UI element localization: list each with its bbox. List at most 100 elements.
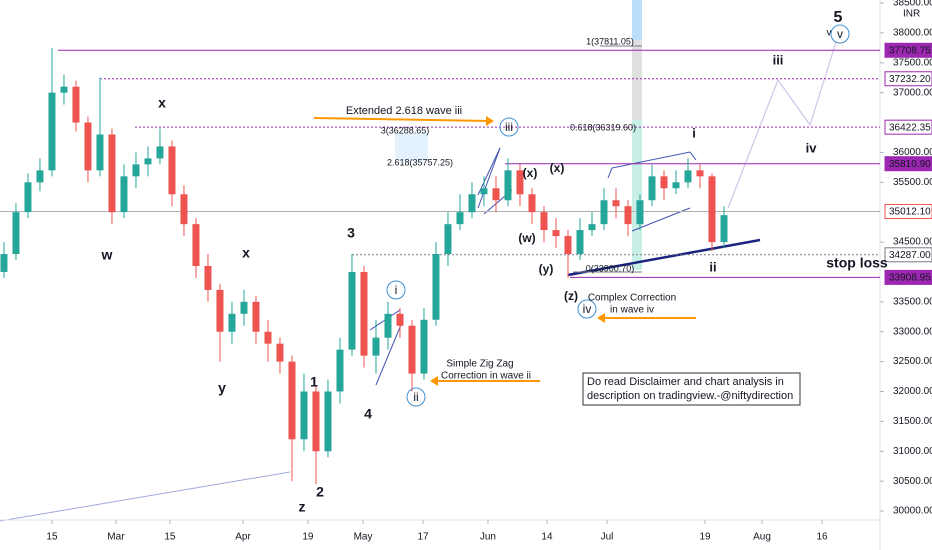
candle-body [48,92,56,171]
annotation: in wave iv [610,305,654,316]
candle-body [96,134,104,171]
annotation: y [218,380,226,396]
annotation: Simple Zig Zag [446,359,513,370]
candle-body [360,271,368,356]
price-tag [884,71,932,87]
arrow [313,117,491,122]
price-tag [884,269,932,285]
y-tick-label: 36000.00 [893,147,932,158]
annotation: iii [773,52,784,67]
x-tick-label: 19 [302,532,314,543]
annotation: ii [709,259,716,274]
candle-body [516,170,524,195]
y-tick-label: 38000.00 [893,28,932,39]
y-tick-label: 37500.00 [893,57,932,68]
y-tick-label: 33000.00 [893,326,932,337]
annotation: (z) [564,289,578,303]
candle-body [0,254,8,272]
candle-body [468,194,476,213]
candle-body [492,188,500,201]
candle-body [312,391,320,452]
candle-body [384,313,392,338]
fib-band [632,120,642,270]
candle-body [336,349,344,392]
price-tag-label: 35810.90 [889,159,931,170]
y-tick-label: 33500.00 [893,296,932,307]
candle-body [84,122,92,171]
candle-body [456,212,464,225]
annotation: Extended 2.618 wave iii [346,105,462,117]
annotation: i [692,125,696,140]
candle-body [504,170,512,201]
annotation: v [837,27,843,41]
candle-body [624,206,632,225]
trend-line [0,471,291,522]
y-tick-label: 35500.00 [893,177,932,188]
candle-body [192,224,200,266]
candle-body [228,313,236,332]
annotation: iii [505,120,513,134]
candle-body [120,176,128,213]
annotation: 0.618(36319.60) [570,122,636,132]
price-tag [884,247,932,263]
x-tick-label: Apr [235,532,251,543]
candle-body [408,325,416,374]
annotation: v [827,28,832,39]
wave-circle [406,387,426,407]
currency: INR [903,9,920,20]
y-tick-label: 31000.00 [893,446,932,457]
annotation: 3 [347,225,355,241]
y-tick-label: 38500.00 [893,0,932,9]
fib-band [395,133,428,161]
annotation: 0(33900.70) [586,263,635,273]
y-tick-label: 30500.00 [893,476,932,487]
trend-line [567,238,761,277]
price-tag [884,42,932,58]
candle-body [36,170,44,183]
annotation: 1 [310,374,318,390]
wave-circle [830,24,850,44]
annotation: x [158,95,166,111]
candle-body [276,343,284,362]
candle-body [300,391,308,440]
candle-body [660,176,668,189]
candle-body [672,182,680,189]
projection [727,41,837,209]
price-tag-label: 36422.35 [889,122,931,133]
annotation: iv [583,302,592,316]
annotation: w [101,247,113,263]
arrow-head [430,376,438,386]
x-tick-label: 17 [417,532,429,543]
annotation: ii [413,390,418,404]
annotation: 4 [364,406,372,422]
x-tick-label: 16 [816,532,828,543]
candle-body [372,337,380,356]
annotation: (x) [550,161,565,175]
annotation: i [395,283,398,297]
candle-body [600,200,608,225]
candle-body [168,146,176,195]
candle-body [588,224,596,231]
wave-circle [577,299,597,319]
price-tag-label: 33908.95 [889,273,931,284]
annotation: iv [806,140,818,155]
candle-body [252,301,260,332]
x-tick-label: Aug [753,532,771,543]
channel [477,147,501,209]
annotation: x [242,245,250,261]
annotation: 3(36288.65) [381,125,430,135]
channel [607,151,697,179]
candle-body [324,391,332,452]
annotation: Correction in wave ii [441,371,531,382]
candle-body [108,134,116,213]
channel [375,319,404,386]
fib-band [632,40,642,120]
y-tick-label: 32000.00 [893,386,932,397]
candle-body [12,212,20,255]
x-tick-label: Mar [107,532,125,543]
annotation: 2.618(35757.25) [387,157,453,167]
candle-body [696,170,704,177]
arrow-head [486,116,494,126]
fib-band [632,0,642,40]
candle-body [60,86,68,93]
